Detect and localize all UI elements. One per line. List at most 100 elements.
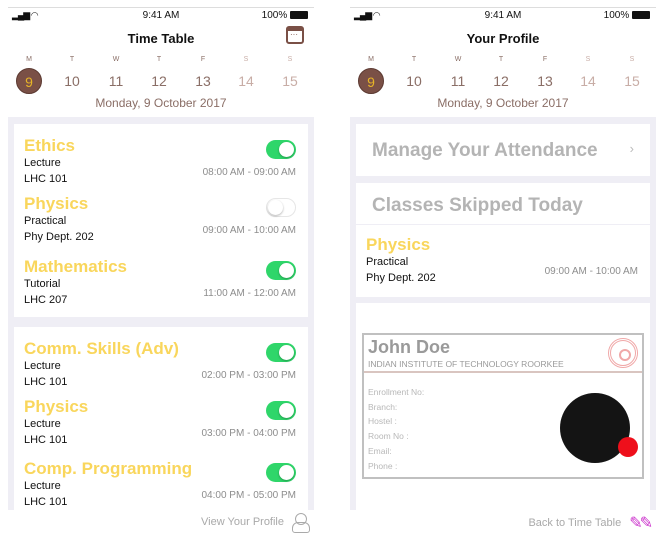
class-card: Ethics Lecture LHC 101 08:00 AM - 09:00 AM … bbox=[14, 124, 308, 317]
class-row: Physics Practical Phy Dept. 202 09:00 AM - … bbox=[366, 235, 638, 293]
day-letter: T bbox=[498, 56, 504, 63]
day-wed[interactable]: W 11 bbox=[443, 56, 473, 94]
subject: Physics bbox=[24, 397, 89, 416]
day-sat[interactable]: S 14 bbox=[231, 56, 261, 94]
subject: Comm. Skills (Adv) bbox=[24, 339, 179, 358]
back-to-timetable-button[interactable]: Back to Time Table ✎✎ bbox=[528, 513, 653, 533]
profile-content: Manage Your Attendance › Classes Skipped… bbox=[350, 117, 656, 510]
divider bbox=[8, 7, 314, 8]
skipped-heading: Classes Skipped Today bbox=[372, 195, 583, 216]
subject: Physics bbox=[24, 194, 89, 213]
id-card: John Doe INDIAN INSTITUTE OF TECHNOLOGY … bbox=[362, 333, 644, 479]
battery-icon bbox=[632, 11, 650, 19]
attendance-toggle[interactable] bbox=[266, 401, 296, 420]
schedule-list[interactable]: Ethics Lecture LHC 101 08:00 AM - 09:00 AM … bbox=[8, 117, 314, 510]
battery: 100% bbox=[604, 10, 650, 21]
day-number: 13 bbox=[537, 73, 553, 89]
subject: Comp. Programming bbox=[24, 459, 193, 478]
class-card: Comm. Skills (Adv) Lecture LHC 101 02:00 PM… bbox=[14, 327, 308, 510]
day-number: 14 bbox=[238, 73, 254, 89]
day-number: 9 bbox=[358, 68, 384, 94]
day-tue[interactable]: T 10 bbox=[57, 56, 87, 94]
day-number: 10 bbox=[64, 73, 80, 89]
chevron-right-icon: › bbox=[629, 141, 634, 156]
page-title: Your Profile bbox=[466, 31, 540, 46]
room: LHC 207 bbox=[24, 294, 68, 306]
day-letter: S bbox=[243, 56, 249, 63]
institute-name: INDIAN INSTITUTE OF TECHNOLOGY ROORKEE bbox=[368, 359, 564, 369]
day-letter: S bbox=[287, 56, 293, 63]
divider bbox=[350, 7, 656, 8]
day-letter: W bbox=[112, 56, 120, 63]
day-letter: M bbox=[26, 56, 32, 63]
day-wed[interactable]: W 11 bbox=[101, 56, 131, 94]
day-sun[interactable]: S 15 bbox=[275, 56, 305, 94]
subject: Mathematics bbox=[24, 257, 127, 276]
class-type: Practical bbox=[366, 256, 409, 268]
field-enrollment: Enrollment No: bbox=[368, 387, 425, 397]
id-card-container: John Doe INDIAN INSTITUTE OF TECHNOLOGY … bbox=[356, 303, 650, 510]
view-profile-label: View Your Profile bbox=[201, 516, 284, 528]
attendance-toggle[interactable] bbox=[266, 463, 296, 482]
battery-icon bbox=[290, 11, 308, 19]
field-room: Room No : bbox=[368, 431, 409, 442]
day-letter: T bbox=[156, 56, 162, 63]
status-dot bbox=[618, 437, 638, 457]
day-number: 12 bbox=[493, 73, 509, 89]
day-thu[interactable]: T 12 bbox=[144, 56, 174, 94]
class-time: 11:00 AM - 12:00 AM bbox=[203, 288, 296, 299]
student-name: John Doe bbox=[368, 337, 451, 357]
manage-attendance-button[interactable]: Manage Your Attendance › bbox=[356, 124, 650, 176]
attendance-toggle[interactable] bbox=[266, 261, 296, 280]
class-type: Tutorial bbox=[24, 278, 61, 290]
room: Phy Dept. 202 bbox=[366, 272, 436, 284]
subject: Physics bbox=[366, 235, 431, 254]
battery-level: 100% bbox=[261, 10, 288, 21]
manage-attendance-label: Manage Your Attendance bbox=[372, 140, 598, 161]
class-type: Lecture bbox=[24, 360, 61, 372]
class-time: 03:00 PM - 04:00 PM bbox=[201, 428, 297, 439]
field-branch: Branch: bbox=[368, 401, 398, 412]
class-type: Practical bbox=[24, 215, 67, 227]
skipped-header: Classes Skipped Today bbox=[356, 183, 650, 224]
day-sat[interactable]: S 14 bbox=[573, 56, 603, 94]
day-number: 15 bbox=[624, 73, 640, 89]
class-row: Comm. Skills (Adv) Lecture LHC 101 02:00 PM… bbox=[24, 339, 296, 397]
pencils-icon: ✎✎ bbox=[629, 515, 653, 532]
day-letter: S bbox=[585, 56, 591, 63]
attendance-toggle[interactable] bbox=[266, 198, 296, 217]
view-profile-button[interactable]: View Your Profile bbox=[201, 513, 310, 533]
day-fri[interactable]: F 13 bbox=[188, 56, 218, 94]
id-fields: Enrollment No: Branch: Hostel : Room No … bbox=[368, 385, 424, 473]
attendance-toggle[interactable] bbox=[266, 343, 296, 362]
day-tue[interactable]: T 10 bbox=[399, 56, 429, 94]
day-letter: F bbox=[542, 56, 548, 63]
day-sun[interactable]: S 15 bbox=[617, 56, 647, 94]
day-letter: S bbox=[629, 56, 635, 63]
field-hostel: Hostel : bbox=[368, 416, 397, 427]
attendance-toggle[interactable] bbox=[266, 140, 296, 159]
day-number: 10 bbox=[406, 73, 422, 89]
class-row: Physics Practical Phy Dept. 202 09:00 AM - … bbox=[24, 194, 296, 252]
class-type: Lecture bbox=[24, 480, 61, 492]
day-letter: M bbox=[368, 56, 374, 63]
status-time: 9:41 AM bbox=[142, 10, 180, 21]
user-icon bbox=[292, 513, 310, 533]
class-time: 02:00 PM - 03:00 PM bbox=[201, 370, 297, 381]
class-type: Lecture bbox=[24, 157, 61, 169]
timetable-screen: ▂▄▆ ◠ 9:41 AM 100% Time Table M9 T10 W11… bbox=[8, 0, 314, 545]
field-phone: Phone : bbox=[368, 460, 398, 471]
day-number: 11 bbox=[108, 73, 124, 89]
day-thu[interactable]: T 12 bbox=[486, 56, 516, 94]
day-letter: T bbox=[69, 56, 75, 63]
field-email: Email: bbox=[368, 445, 392, 456]
room: LHC 101 bbox=[24, 376, 68, 388]
day-number: 13 bbox=[195, 73, 211, 89]
page-title: Time Table bbox=[127, 31, 195, 46]
calendar-icon[interactable] bbox=[286, 26, 304, 44]
day-fri[interactable]: F 13 bbox=[530, 56, 560, 94]
